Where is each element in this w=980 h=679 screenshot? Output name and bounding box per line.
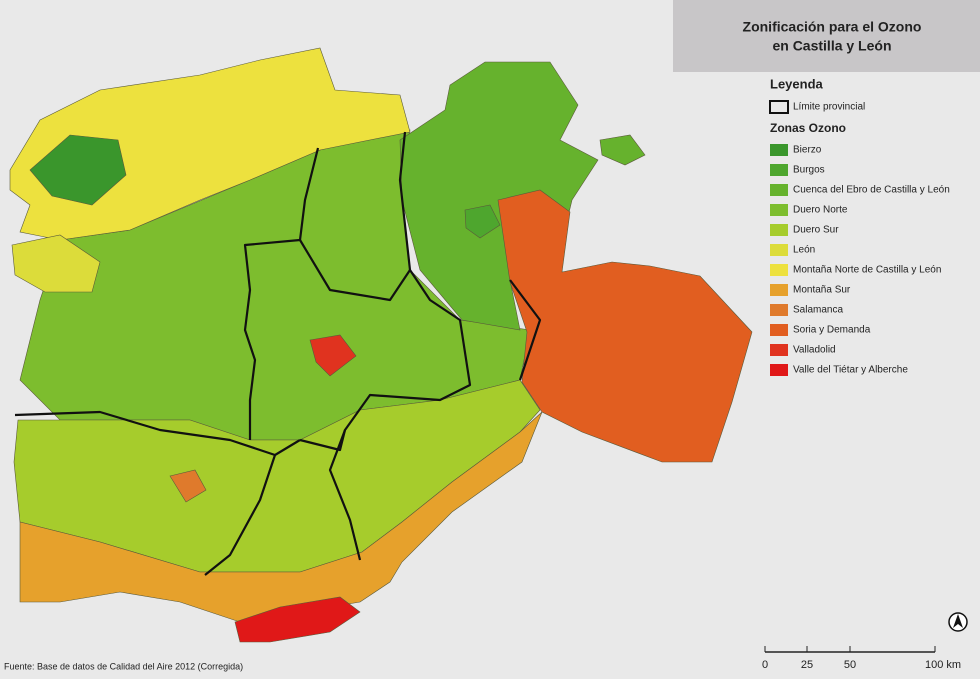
legend-subtitle: Zonas Ozono xyxy=(770,121,846,135)
zone-area xyxy=(464,204,501,239)
legend-item: Cuenca del Ebro de Castilla y León xyxy=(793,185,950,196)
legend-swatch xyxy=(770,204,788,216)
legend-item: León xyxy=(793,245,815,256)
zone-area xyxy=(234,596,361,643)
legend-item: Duero Norte xyxy=(793,205,848,216)
scale-label: 50 xyxy=(844,659,856,671)
legend-item: Valle del Tiétar y Alberche xyxy=(793,365,908,376)
zone-area xyxy=(399,61,599,331)
zone-area xyxy=(29,134,127,206)
title-line: en Castilla y León xyxy=(772,38,891,54)
boundary-swatch xyxy=(769,100,789,114)
title-line: Zonificación para el Ozono xyxy=(743,19,922,35)
legend-item: Burgos xyxy=(793,165,825,176)
north-pointer xyxy=(953,614,963,628)
legend-item: Límite provincial xyxy=(793,102,865,113)
scale-bar: 0 25 50 100 km xyxy=(762,646,961,671)
zone-area xyxy=(19,411,543,623)
province-border xyxy=(204,454,277,576)
zone-area xyxy=(497,189,753,463)
zone-area xyxy=(599,134,646,166)
legend-item: Valladolid xyxy=(793,345,836,356)
legend-item: Montaña Norte de Castilla y León xyxy=(793,265,941,276)
legend-swatch xyxy=(770,144,788,156)
north-arrow xyxy=(948,612,968,632)
scale-label: 100 km xyxy=(925,659,961,671)
zone-area xyxy=(9,47,411,241)
legend-swatch xyxy=(770,284,788,296)
province-border xyxy=(328,429,362,561)
legend-swatch xyxy=(770,364,788,376)
legend-item: Duero Sur xyxy=(793,225,839,236)
province-border xyxy=(509,279,542,381)
source: Fuente: Base de datos de Calidad del Air… xyxy=(4,661,243,671)
zone-area xyxy=(309,334,357,377)
legend-title: Leyenda xyxy=(770,76,824,91)
province-border xyxy=(14,410,301,457)
legend-swatch xyxy=(770,324,788,336)
scale-label: 25 xyxy=(801,659,813,671)
legend-swatch xyxy=(770,264,788,276)
legend: Bierzo Burgos Cuenca del Ebro de Castilla … xyxy=(770,144,950,376)
legend-swatch xyxy=(770,244,788,256)
zone-area xyxy=(169,469,207,503)
legend-swatch xyxy=(770,304,788,316)
title-box xyxy=(673,0,980,72)
legend-swatch xyxy=(770,164,788,176)
province-border xyxy=(243,147,320,440)
legend-swatch xyxy=(770,184,788,196)
scale-label: 0 xyxy=(762,659,768,671)
zone-area xyxy=(11,234,101,293)
legend-swatch xyxy=(770,224,788,236)
zones xyxy=(9,47,753,643)
legend-item: Soria y Demanda xyxy=(793,325,871,336)
legend-swatch xyxy=(770,344,788,356)
province-border xyxy=(299,239,411,302)
province-borders xyxy=(14,131,542,576)
legend-item: Salamanca xyxy=(793,305,843,316)
legend-item: Montaña Sur xyxy=(793,285,851,296)
legend-item: Bierzo xyxy=(793,145,822,156)
